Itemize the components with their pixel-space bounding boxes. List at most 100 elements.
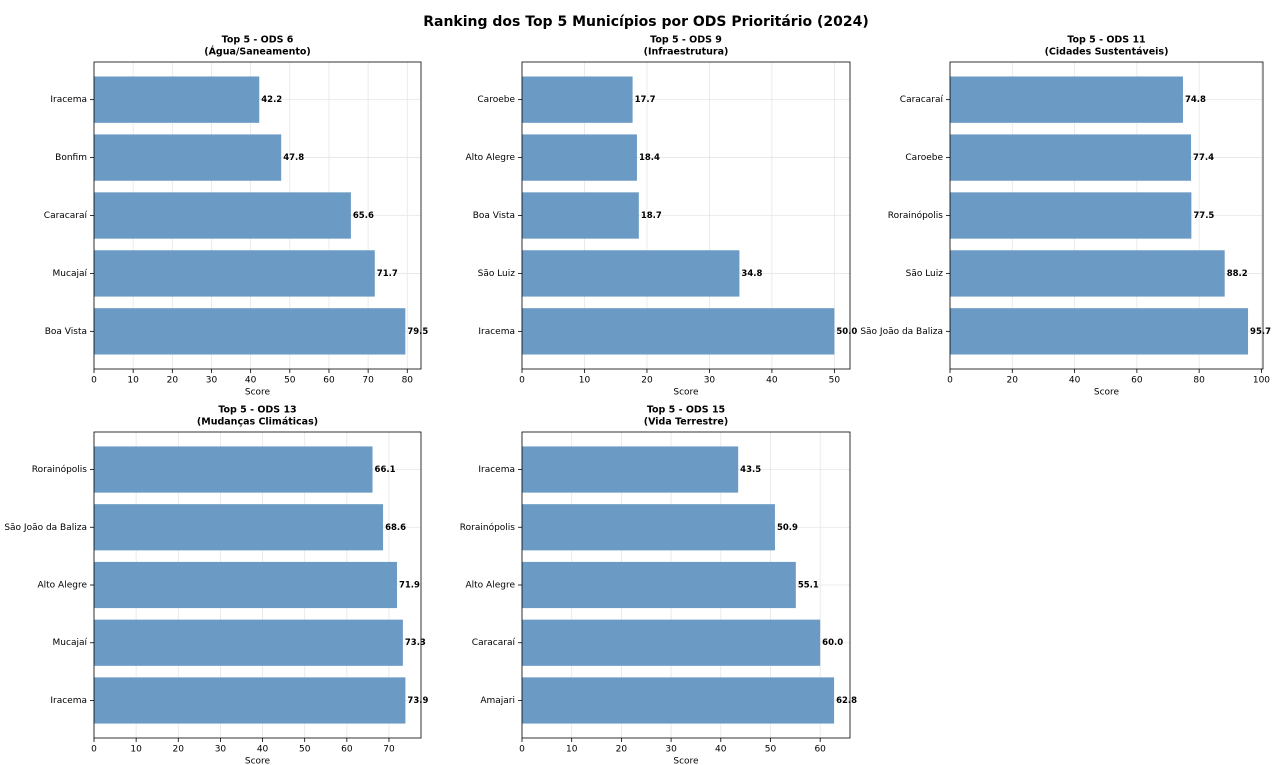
- axes-frame: [521, 61, 851, 370]
- x-tick-label: 80: [1193, 376, 1205, 386]
- subplot-subtitle: (Mudanças Climáticas): [197, 417, 318, 428]
- y-tick-label: São Luiz: [478, 269, 516, 279]
- x-tick-label: 60: [814, 745, 826, 755]
- value-label: 95.7: [1250, 327, 1271, 337]
- value-label: 77.5: [1193, 211, 1214, 221]
- subplot-subtitle: (Vida Terrestre): [644, 417, 728, 428]
- x-tick-label: 0: [519, 745, 525, 755]
- y-tick-label: Rorainópolis: [460, 522, 516, 533]
- y-tick-label: Iracema: [50, 696, 87, 706]
- x-tick-label: 20: [173, 745, 185, 755]
- x-tick-label: 60: [1131, 376, 1143, 386]
- bar: [522, 134, 637, 181]
- value-label: 73.3: [405, 638, 426, 648]
- y-tick-label: Rorainópolis: [888, 210, 944, 221]
- axes-frame: [93, 61, 422, 370]
- bar: [94, 619, 403, 666]
- subplot-title: Top 5 - ODS 15: [647, 405, 725, 416]
- y-tick-label: Mucajaí: [53, 638, 88, 648]
- x-axis-label: Score: [1094, 388, 1120, 398]
- value-label: 43.5: [740, 465, 761, 475]
- value-label: 88.2: [1227, 269, 1248, 279]
- bar: [94, 561, 397, 609]
- x-tick-label: 40: [245, 376, 257, 386]
- x-tick-label: 50: [829, 376, 841, 386]
- x-tick-label: 100: [1253, 376, 1270, 386]
- value-label: 42.2: [261, 95, 282, 105]
- x-tick-label: 30: [215, 745, 227, 755]
- y-tick-label: São João da Baliza: [860, 327, 943, 337]
- bar: [94, 76, 260, 123]
- x-tick-label: 0: [947, 376, 953, 386]
- bar: [94, 134, 282, 181]
- bar: [94, 308, 406, 355]
- x-tick-label: 50: [765, 745, 777, 755]
- x-tick-label: 40: [1069, 376, 1081, 386]
- y-tick-label: Caracaraí: [472, 638, 516, 648]
- x-tick-label: 60: [323, 376, 335, 386]
- y-tick-label: Amajari: [480, 696, 515, 706]
- x-tick-label: 40: [766, 376, 778, 386]
- y-tick-label: Boa Vista: [473, 211, 515, 221]
- bar: [94, 192, 351, 239]
- value-label: 66.1: [375, 465, 396, 475]
- x-tick-label: 70: [362, 376, 374, 386]
- value-label: 73.9: [407, 696, 428, 706]
- x-axis-label: Score: [673, 757, 699, 765]
- bar: [522, 561, 796, 609]
- y-tick-label: São João da Baliza: [4, 523, 87, 533]
- x-axis-label: Score: [673, 388, 699, 398]
- bar: [94, 504, 384, 551]
- bar: [94, 446, 373, 493]
- x-tick-label: 0: [519, 376, 525, 386]
- x-tick-label: 10: [130, 745, 142, 755]
- value-label: 71.9: [399, 581, 420, 591]
- value-label: 77.4: [1193, 153, 1214, 163]
- bar: [522, 76, 633, 123]
- bar: [522, 446, 739, 493]
- x-tick-label: 20: [616, 745, 628, 755]
- x-tick-label: 50: [299, 745, 311, 755]
- x-tick-label: 10: [579, 376, 591, 386]
- x-tick-label: 20: [641, 376, 653, 386]
- bar: [950, 308, 1249, 355]
- y-tick-label: Iracema: [50, 95, 87, 105]
- value-label: 47.8: [283, 153, 304, 163]
- subplot-title: Top 5 - ODS 13: [218, 405, 296, 416]
- y-tick-label: Boa Vista: [45, 327, 87, 337]
- bar: [522, 308, 835, 355]
- axes-frame: [521, 431, 851, 739]
- value-label: 50.0: [836, 327, 857, 337]
- x-tick-label: 70: [383, 745, 395, 755]
- value-label: 55.1: [798, 581, 819, 591]
- x-tick-label: 20: [1007, 376, 1019, 386]
- x-tick-label: 30: [704, 376, 716, 386]
- x-tick-label: 10: [566, 745, 578, 755]
- bar: [950, 250, 1225, 297]
- bar: [522, 619, 821, 666]
- y-tick-label: Caracaraí: [900, 95, 944, 105]
- y-tick-label: Iracema: [478, 465, 515, 475]
- value-label: 18.7: [641, 211, 662, 221]
- value-label: 62.8: [836, 696, 857, 706]
- x-tick-label: 0: [91, 745, 97, 755]
- subplot-subtitle: (Cidades Sustentáveis): [1045, 47, 1169, 58]
- subplot-title: Top 5 - ODS 11: [1067, 35, 1145, 46]
- figure-title: Ranking dos Top 5 Municípios por ODS Pri…: [423, 14, 869, 30]
- bar: [522, 677, 835, 724]
- subplot-subtitle: (Água/Saneamento): [204, 46, 311, 58]
- bar: [94, 250, 375, 297]
- x-tick-label: 20: [167, 376, 179, 386]
- x-tick-label: 80: [402, 376, 414, 386]
- y-tick-label: Iracema: [478, 327, 515, 337]
- y-tick-label: Bonfim: [55, 153, 87, 163]
- y-tick-label: Alto Alegre: [466, 153, 516, 163]
- value-label: 68.6: [385, 523, 406, 533]
- value-label: 79.5: [407, 327, 428, 337]
- bar: [94, 677, 406, 724]
- x-tick-label: 0: [91, 376, 97, 386]
- y-tick-label: Caroebe: [477, 95, 515, 105]
- x-axis-label: Score: [245, 757, 271, 765]
- axes-frame: [93, 431, 422, 739]
